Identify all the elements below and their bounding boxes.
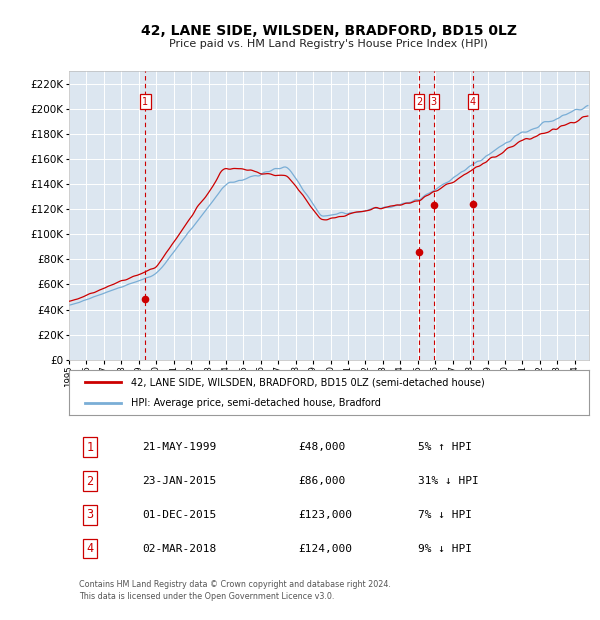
Text: Contains HM Land Registry data © Crown copyright and database right 2024.
This d: Contains HM Land Registry data © Crown c…: [79, 580, 391, 601]
Text: 3: 3: [86, 508, 94, 521]
Text: 23-JAN-2015: 23-JAN-2015: [142, 476, 216, 486]
Text: 42, LANE SIDE, WILSDEN, BRADFORD, BD15 0LZ (semi-detached house): 42, LANE SIDE, WILSDEN, BRADFORD, BD15 0…: [131, 378, 485, 388]
Text: 5% ↑ HPI: 5% ↑ HPI: [418, 442, 472, 452]
Text: HPI: Average price, semi-detached house, Bradford: HPI: Average price, semi-detached house,…: [131, 399, 381, 409]
Text: 4: 4: [86, 542, 94, 555]
Text: 2: 2: [86, 474, 94, 487]
Text: 1: 1: [142, 97, 148, 107]
Text: 31% ↓ HPI: 31% ↓ HPI: [418, 476, 478, 486]
Text: 42, LANE SIDE, WILSDEN, BRADFORD, BD15 0LZ: 42, LANE SIDE, WILSDEN, BRADFORD, BD15 0…: [141, 24, 517, 38]
Text: 2: 2: [416, 97, 422, 107]
Text: 1: 1: [86, 441, 94, 454]
Text: £123,000: £123,000: [298, 510, 352, 520]
Text: 9% ↓ HPI: 9% ↓ HPI: [418, 544, 472, 554]
Text: 7% ↓ HPI: 7% ↓ HPI: [418, 510, 472, 520]
Text: £124,000: £124,000: [298, 544, 352, 554]
Text: 4: 4: [470, 97, 476, 107]
Text: £48,000: £48,000: [298, 442, 345, 452]
Text: 3: 3: [431, 97, 437, 107]
Text: £86,000: £86,000: [298, 476, 345, 486]
Text: 01-DEC-2015: 01-DEC-2015: [142, 510, 216, 520]
Text: 21-MAY-1999: 21-MAY-1999: [142, 442, 216, 452]
Text: 02-MAR-2018: 02-MAR-2018: [142, 544, 216, 554]
Text: Price paid vs. HM Land Registry's House Price Index (HPI): Price paid vs. HM Land Registry's House …: [169, 39, 488, 49]
